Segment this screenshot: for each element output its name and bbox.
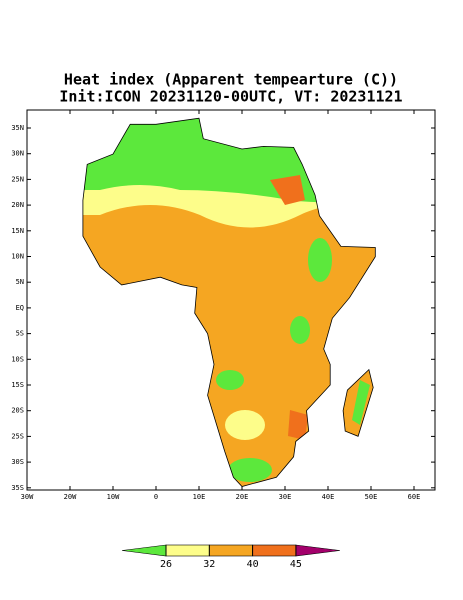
lat-label: 25S [11,432,24,440]
axis-ticks: 35N 30N 25N 20N 15N 10N 5N EQ 5S 10S 15S 20S 25S 30S 3… [11,110,435,501]
lon-label: 60E [408,493,421,501]
lat-label: 5N [16,278,24,286]
lon-label: 50E [365,493,378,501]
lon-label: 20W [64,493,77,501]
lon-label: 40E [322,493,335,501]
lon-label: 0 [154,493,158,501]
lat-label: EQ [16,304,24,312]
lon-label: 10E [193,493,206,501]
colorbar-segment [209,544,253,557]
colorbar-label: 40 [247,559,259,570]
colorbar: 26 32 40 45 [121,544,340,570]
lat-label: 10S [11,355,24,363]
lat-label: 5S [16,330,24,338]
colorbar-segment [165,544,210,557]
lat-label: 25N [11,175,24,183]
title-line: Heat index (Apparent tempearture (C)) [64,71,398,89]
colorbar-label: 45 [290,559,302,570]
lat-label: 35S [11,484,24,492]
lat-label: 30N [11,150,24,158]
title-line: Init:ICON 20231120-00UTC, VT: 20231121 [59,88,402,106]
lat-label: 20N [11,201,24,209]
lat-label: 20S [11,407,24,415]
lat-label: 35N [11,124,24,132]
lon-label: 10W [107,493,120,501]
lon-label: 30W [21,493,34,501]
madagascar-cool [352,380,370,425]
lat-label: 15S [11,381,24,389]
colorbar-segment [252,544,297,557]
lat-label: 10N [11,253,24,261]
lon-label: 20E [236,493,249,501]
colorbar-end [295,544,340,557]
colorbar-label: 32 [203,559,215,570]
lat-label: 30S [11,458,24,466]
coastline [82,117,376,487]
colorbar-end [121,544,167,557]
lat-label: 15N [11,227,24,235]
lon-label: 30E [279,493,292,501]
colorbar-label: 26 [160,559,172,570]
